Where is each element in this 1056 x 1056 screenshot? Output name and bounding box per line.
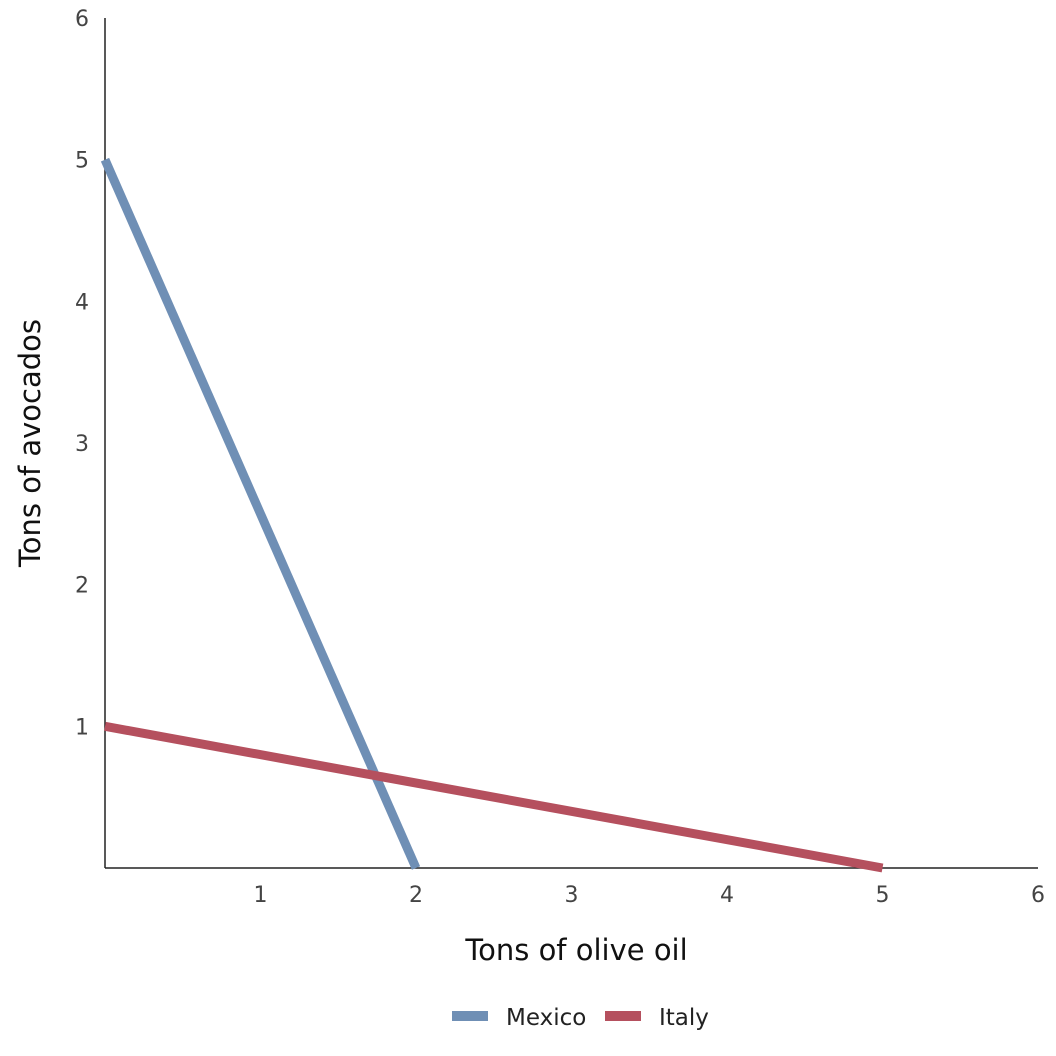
x-tick-label: 6 — [1031, 883, 1045, 908]
legend: Mexico Italy — [452, 1005, 709, 1031]
y-axis-title: Tons of avocados — [13, 319, 47, 568]
series-line-italy — [104, 721, 884, 873]
legend-label-mexico: Mexico — [506, 1005, 586, 1031]
legend-swatch-italy — [605, 1011, 641, 1021]
y-tick-label: 3 — [75, 432, 89, 457]
series-line-mexico — [100, 157, 421, 870]
legend-swatch-mexico — [452, 1011, 488, 1021]
x-tick-label: 3 — [565, 883, 579, 908]
y-tick-label: 4 — [75, 290, 89, 315]
x-tick-label: 2 — [409, 883, 423, 908]
x-axis-title: Tons of olive oil — [464, 933, 687, 967]
x-tick-label: 1 — [254, 883, 268, 908]
y-tick-label: 1 — [75, 715, 89, 740]
axes — [104, 18, 1038, 869]
x-tick-label: 5 — [876, 883, 890, 908]
y-tick-label: 6 — [75, 7, 89, 32]
y-tick-label: 2 — [75, 574, 89, 599]
tick-labels: 1 2 3 4 5 6 1 2 3 4 5 6 — [75, 7, 1045, 908]
legend-label-italy: Italy — [659, 1005, 709, 1031]
x-tick-label: 4 — [720, 883, 734, 908]
y-tick-label: 5 — [75, 149, 89, 174]
series-lines — [100, 157, 884, 873]
